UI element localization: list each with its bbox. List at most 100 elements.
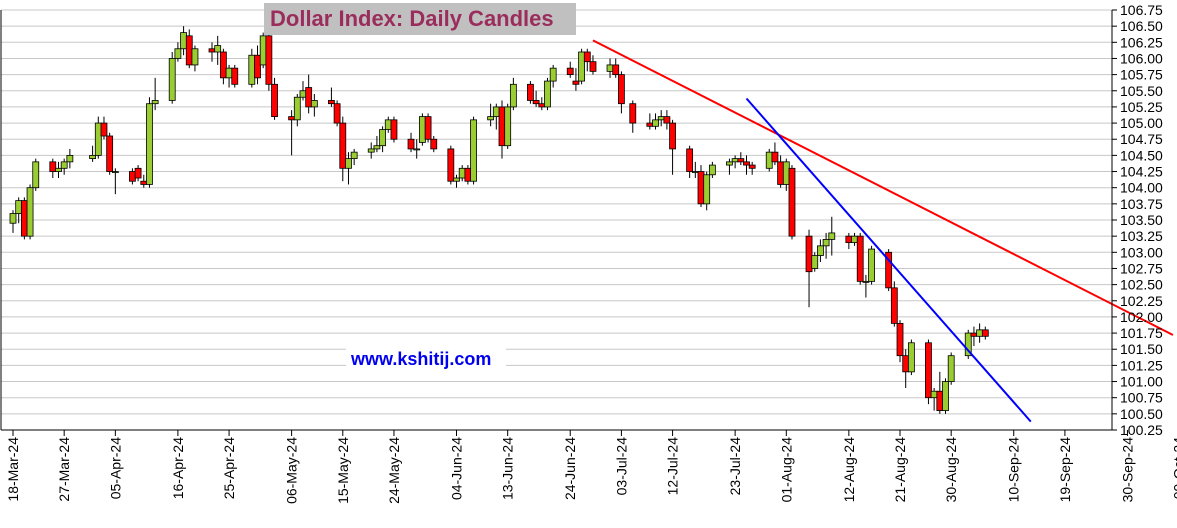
candle-body-down	[663, 116, 671, 124]
y-tick-label: 106.75	[1120, 2, 1163, 18]
candles	[9, 26, 989, 414]
candle	[902, 349, 910, 388]
candle-body-up	[225, 67, 233, 79]
candle-body-up	[373, 145, 381, 150]
x-tick-label: 30-Sep-24	[1119, 437, 1135, 503]
candle-body-up	[817, 245, 824, 256]
y-tick-label: 104.25	[1120, 164, 1163, 180]
candle	[726, 158, 733, 175]
candle	[379, 126, 386, 153]
candle-body-down	[140, 180, 148, 185]
candle-body-down	[254, 54, 261, 79]
candle-body-down	[936, 390, 944, 412]
candle	[248, 48, 256, 88]
candle	[509, 77, 517, 111]
candle	[970, 326, 978, 346]
candle	[544, 77, 551, 111]
candle	[828, 216, 836, 256]
candle-body-up	[976, 329, 984, 337]
candle	[964, 329, 972, 359]
y-tick-label: 100.25	[1120, 422, 1163, 438]
y-axis-ticks: 100.25100.50100.75101.00101.25101.50101.…	[1112, 2, 1163, 438]
candle	[765, 148, 773, 172]
red-trendline	[592, 39, 1174, 336]
y-tick-label: 104.75	[1120, 131, 1163, 147]
candle	[498, 100, 506, 159]
candle-body-up	[214, 45, 222, 53]
y-tick-label: 102.75	[1120, 260, 1163, 276]
candle-body-down	[129, 171, 136, 182]
candle	[333, 100, 341, 127]
y-tick-label: 106.25	[1120, 34, 1163, 50]
candle	[140, 174, 148, 188]
candle-body-up	[94, 122, 102, 156]
x-tick-label: 16-Apr-24	[170, 437, 186, 499]
candle	[293, 94, 301, 127]
y-tick-label: 100.50	[1120, 406, 1163, 422]
candle	[936, 371, 944, 414]
candle-body-up	[822, 238, 830, 247]
candle-body-down	[925, 342, 932, 399]
candle-body-up	[15, 200, 23, 214]
candle	[271, 77, 278, 120]
x-tick-label: 18-Mar-24	[5, 437, 21, 502]
candle-body-down	[885, 251, 893, 289]
x-tick-label: 01-Aug-24	[778, 437, 794, 503]
candle-body-up	[384, 119, 392, 130]
candle	[646, 113, 654, 130]
candle	[492, 103, 500, 130]
candle-body-down	[134, 167, 142, 179]
candle	[942, 378, 949, 414]
candle-body-down	[20, 200, 28, 237]
candle-body-down	[748, 164, 756, 169]
watermark-text: www.kshitij.com	[350, 349, 491, 369]
candle-body-up	[907, 342, 915, 373]
candle	[583, 48, 591, 72]
candle	[862, 274, 870, 298]
candle	[390, 116, 398, 143]
candle	[231, 64, 239, 88]
candle-body-up	[942, 381, 949, 412]
candle-body-down	[49, 161, 57, 172]
candle-body-up	[111, 171, 119, 173]
candle	[55, 161, 62, 178]
candle	[66, 148, 74, 169]
candle-body-down	[328, 100, 335, 105]
candle-body-down	[583, 51, 591, 63]
candle-body-down	[890, 287, 898, 324]
candle-body-up	[782, 161, 790, 185]
candle-body-up	[544, 80, 551, 108]
candle	[111, 168, 119, 195]
blue-trendline	[745, 97, 1032, 423]
y-tick-label: 101.75	[1120, 325, 1163, 341]
grid-lines	[1, 9, 1112, 431]
candle-body-down	[288, 116, 296, 121]
candle	[305, 74, 313, 114]
candle	[538, 97, 546, 111]
candle	[737, 152, 745, 166]
candle-body-up	[60, 161, 68, 169]
candle-body-down	[100, 122, 108, 137]
candle-body-down	[970, 332, 978, 337]
candle	[981, 326, 989, 340]
candle-body-up	[657, 116, 665, 121]
candle-body-up	[293, 96, 301, 121]
candle-body-up	[350, 151, 358, 160]
y-tick-label: 106.00	[1120, 50, 1163, 66]
candle-body-down	[430, 138, 438, 150]
x-tick-label: 27-Mar-24	[56, 437, 72, 502]
candle-body-down	[464, 167, 472, 182]
candle	[100, 116, 108, 140]
chart-title: Dollar Index: Daily Candles	[270, 6, 554, 31]
candle	[811, 252, 819, 272]
candle-body-down	[743, 161, 750, 166]
y-tick-label: 103.00	[1120, 244, 1163, 260]
candle	[180, 26, 187, 56]
candle	[771, 142, 779, 166]
candle	[458, 165, 466, 182]
candle-body-up	[26, 187, 34, 237]
candle-body-down	[686, 148, 694, 172]
candle-body-up	[9, 213, 17, 224]
candle	[748, 161, 756, 175]
candle-body-up	[32, 161, 40, 189]
